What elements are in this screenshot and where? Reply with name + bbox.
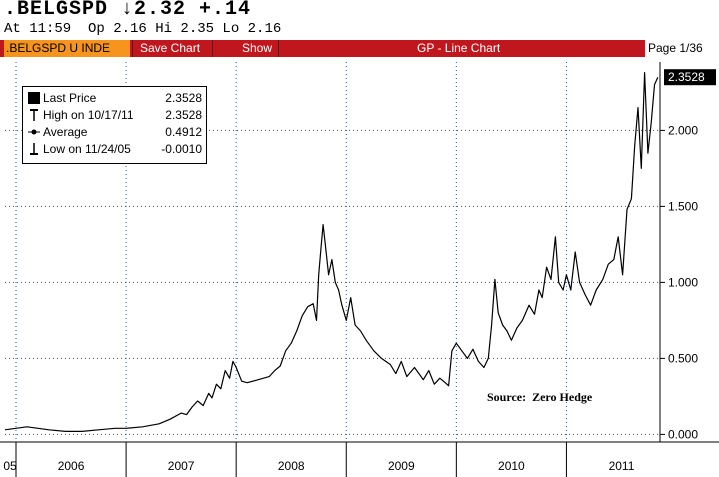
chart-type-title: GP - Line Chart xyxy=(417,41,501,55)
save-chart-button[interactable]: Save Chart xyxy=(140,41,201,55)
line-chart: 0.000 0.500 1.000 1.500 2.000 05 2006 2007 2008… xyxy=(0,62,719,477)
y-tick-label: 1.500 xyxy=(668,199,698,213)
x-tick-label: 2009 xyxy=(388,459,415,473)
x-tick-label: 2010 xyxy=(498,459,525,473)
page-indicator[interactable]: Page 1/36 xyxy=(644,40,719,57)
y-tick-label: 2.000 xyxy=(668,123,698,137)
legend-label: Low on 11/24/05 xyxy=(43,142,131,156)
y-tick-label: 1.000 xyxy=(668,275,698,289)
toolbar-divider xyxy=(278,40,279,57)
show-button[interactable]: Show xyxy=(242,41,273,55)
axes xyxy=(0,62,719,443)
x-tick-label: 2008 xyxy=(278,459,305,473)
low-marker-icon xyxy=(30,143,38,155)
legend-label: Average xyxy=(43,125,88,139)
legend-item-last-price: Last Price 2.3528 xyxy=(23,90,206,107)
y-axis-ticks: 0.000 0.500 1.000 1.500 2.000 xyxy=(660,123,698,441)
toolbar: .BELGSPD U INDE Save Chart Show GP - Lin… xyxy=(0,40,719,57)
security-ticker-field[interactable]: .BELGSPD U INDE xyxy=(4,40,130,57)
x-tick-label: 05 xyxy=(3,459,17,473)
toolbar-divider xyxy=(132,40,133,57)
last-price-series-line xyxy=(4,72,659,432)
y-tick-label: 0.500 xyxy=(668,351,698,365)
legend-value: 2.3528 xyxy=(165,91,202,105)
legend-item-high: High on 10/17/11 2.3528 xyxy=(23,107,206,124)
legend-item-average: Average 0.4912 xyxy=(23,124,206,141)
last-value-label: 2.3528 xyxy=(668,70,705,84)
grid-lines xyxy=(5,62,660,442)
toolbar-divider xyxy=(212,40,213,57)
legend-value: 0.4912 xyxy=(165,125,202,139)
quote-line: At 11:59 Op 2.16 Hi 2.35 Lo 2.16 xyxy=(4,21,282,37)
y-tick-label: 0.000 xyxy=(668,427,698,441)
legend-value: 2.3528 xyxy=(165,108,202,122)
chart-legend: Last Price 2.3528 High on 10/17/11 2.352… xyxy=(22,86,207,164)
x-tick-label: 2011 xyxy=(609,459,635,473)
legend-value: -0.0010 xyxy=(161,142,202,156)
source-note: Source: Zero Hedge xyxy=(487,390,593,404)
legend-label: Last Price xyxy=(43,91,97,105)
filled-square-icon xyxy=(28,92,40,104)
last-value-flag: 2.3528 xyxy=(664,69,716,86)
x-tick-label: 2006 xyxy=(58,459,85,473)
legend-label: High on 10/17/11 xyxy=(43,108,134,122)
x-tick-label: 2007 xyxy=(168,459,195,473)
average-marker-icon xyxy=(28,129,40,135)
price-line-layer xyxy=(4,72,659,432)
last-value-box xyxy=(664,69,716,86)
ticker-line: .BELGSPD ↓2.32 +.14 xyxy=(4,0,252,21)
x-axis-ticks: 05 2006 2007 2008 2009 2010 2011 xyxy=(3,442,635,477)
high-marker-icon xyxy=(30,109,38,121)
legend-item-low: Low on 11/24/05 -0.0010 xyxy=(23,141,206,158)
